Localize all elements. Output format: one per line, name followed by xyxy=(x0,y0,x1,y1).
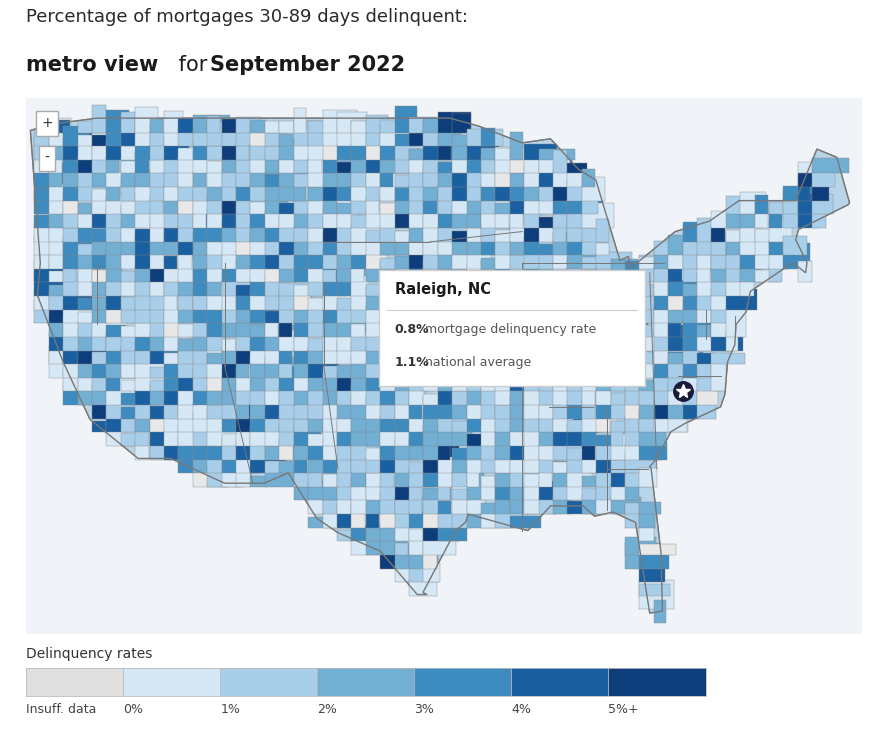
Polygon shape xyxy=(30,118,849,614)
Text: mortgage delinquency rate: mortgage delinquency rate xyxy=(422,323,597,337)
Text: 0%: 0% xyxy=(123,703,143,716)
Text: Delinquency rates: Delinquency rates xyxy=(26,647,152,662)
Text: national average: national average xyxy=(422,356,531,369)
Text: September 2022: September 2022 xyxy=(211,56,406,75)
Text: -: - xyxy=(44,152,50,165)
Text: 5%+: 5%+ xyxy=(609,703,639,716)
Text: Percentage of mortgages 30-89 days delinquent:: Percentage of mortgages 30-89 days delin… xyxy=(26,8,468,26)
Text: 0.8%: 0.8% xyxy=(395,323,429,337)
Text: for: for xyxy=(172,56,214,75)
Text: 2%: 2% xyxy=(317,703,337,716)
Text: +: + xyxy=(41,116,53,130)
Text: 1%: 1% xyxy=(220,703,240,716)
Text: 4%: 4% xyxy=(511,703,531,716)
Text: 1.1%: 1.1% xyxy=(395,356,429,369)
Text: 3%: 3% xyxy=(415,703,435,716)
Text: Insuff. data: Insuff. data xyxy=(26,703,97,716)
Text: Raleigh, NC: Raleigh, NC xyxy=(395,282,491,297)
Text: metro view: metro view xyxy=(26,56,159,75)
